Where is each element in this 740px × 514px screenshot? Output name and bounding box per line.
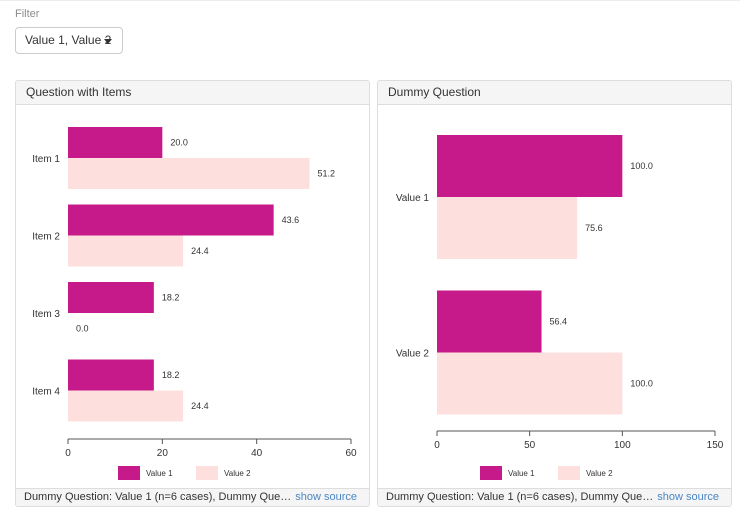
legend-label: Value 2	[224, 469, 251, 478]
x-tick-label: 50	[524, 440, 536, 451]
bar-value-1	[68, 127, 163, 158]
top-divider	[0, 0, 740, 1]
filter-selected-value: Value 1, Value 2	[25, 33, 112, 47]
bar-value-2	[68, 158, 310, 189]
legend-swatch	[558, 466, 580, 480]
data-label: 56.4	[550, 317, 568, 327]
data-label: 100.0	[630, 379, 653, 389]
show-source-link[interactable]: show source	[657, 491, 719, 503]
footer-source-text: Dummy Question: Value 1 (n=6 cases), Dum…	[24, 491, 294, 503]
bar-value-1	[68, 359, 154, 391]
data-label: 18.2	[162, 370, 180, 380]
legend-label: Value 1	[146, 469, 173, 478]
legend-swatch	[118, 466, 140, 480]
category-label: Value 1	[396, 193, 430, 204]
data-label: 0.0	[76, 324, 89, 334]
bar-value-1	[437, 135, 623, 197]
filter-label: Filter	[15, 8, 40, 20]
bar-value-2	[437, 352, 623, 415]
panel-title: Dummy Question	[378, 81, 731, 105]
x-tick-label: 60	[345, 448, 357, 459]
x-tick-label: 0	[65, 448, 71, 459]
data-label: 43.6	[282, 215, 300, 225]
x-tick-label: 20	[157, 448, 169, 459]
data-label: 20.0	[170, 138, 188, 148]
data-label: 51.2	[317, 169, 335, 179]
category-label: Item 2	[32, 232, 60, 243]
filter-dropdown[interactable]: Value 1, Value 2	[15, 27, 123, 54]
bar-value-1	[437, 290, 542, 353]
bar-value-2	[437, 197, 578, 259]
category-label: Item 4	[32, 387, 60, 398]
footer-source-text: Dummy Question: Value 1 (n=6 cases), Dum…	[386, 491, 656, 503]
bar-chart-question-with-items: Item 1 20.0 51.2 Item 2 43.6 24.4 Item 3 18.2 0.…	[32, 127, 357, 480]
category-label: Value 2	[396, 349, 430, 360]
x-tick-label: 40	[251, 448, 263, 459]
data-label: 75.6	[585, 223, 603, 233]
panel-dummy-question: Dummy Question Value 1 100.0 75.6 Value 2 56…	[377, 80, 732, 507]
x-tick-label: 100	[614, 440, 631, 451]
x-tick-label: 150	[707, 440, 724, 451]
bar-chart-dummy-question: Value 1 100.0 75.6 Value 2 56.4 100.0 0 50 100 15…	[396, 135, 724, 480]
data-label: 24.4	[191, 401, 209, 411]
panel-title: Question with Items	[16, 81, 369, 105]
legend-swatch	[196, 466, 218, 480]
legend-label: Value 2	[586, 469, 613, 478]
bar-value-2	[68, 235, 184, 267]
category-label: Item 3	[32, 309, 60, 320]
caret-down-icon	[104, 39, 112, 44]
bar-value-1	[68, 204, 274, 236]
data-label: 100.0	[630, 161, 653, 171]
panel-footer: Dummy Question: Value 1 (n=6 cases), Dum…	[16, 488, 369, 506]
data-label: 24.4	[191, 246, 209, 256]
panel-footer: Dummy Question: Value 1 (n=6 cases), Dum…	[378, 488, 731, 506]
data-label: 18.2	[162, 293, 180, 303]
x-tick-label: 0	[434, 440, 440, 451]
category-label: Item 1	[32, 154, 60, 165]
bar-value-1	[68, 282, 154, 313]
bar-value-2	[68, 390, 184, 422]
legend-label: Value 1	[508, 469, 535, 478]
legend-swatch	[480, 466, 502, 480]
show-source-link[interactable]: show source	[295, 491, 357, 503]
panel-question-with-items: Question with Items Item 1 20.0 51.2 Item 2…	[15, 80, 370, 507]
